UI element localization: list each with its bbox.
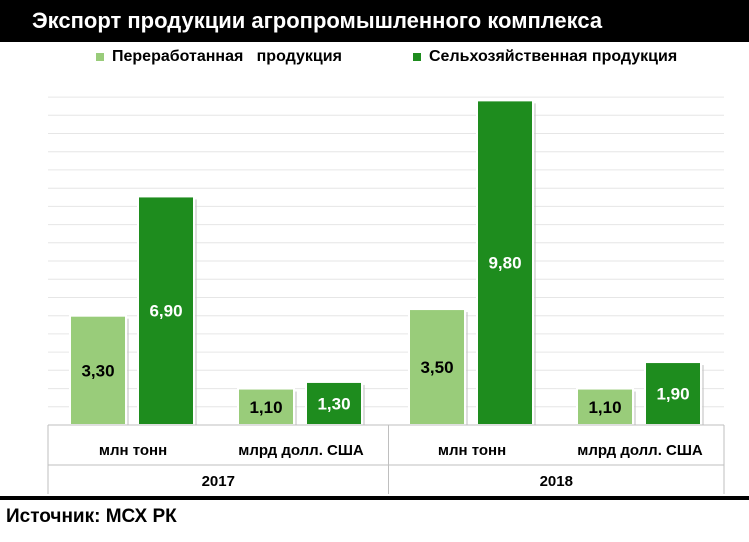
category-label: млн тонн: [99, 442, 167, 459]
data-label-agricultural: 9,80: [488, 254, 521, 273]
category-label: млн тонн: [438, 442, 506, 459]
category-label: млрд долл. США: [238, 442, 364, 459]
legend-item-agricultural: Сельхозяйственная продукция: [413, 48, 677, 66]
data-label-processed: 1,10: [249, 398, 282, 417]
legend-label-processed: Переработанная продукция: [112, 48, 342, 65]
data-label-agricultural: 1,30: [317, 395, 350, 414]
data-label-processed: 3,50: [420, 358, 453, 377]
year-label: 2017: [202, 473, 235, 490]
bar-agricultural: [137, 195, 195, 426]
bar-processed: [408, 308, 466, 426]
legend-label-agricultural: Сельхозяйственная продукция: [429, 48, 678, 65]
bar-agricultural: [305, 380, 363, 426]
bar-agricultural: [476, 99, 534, 426]
source-note: Источник: МСХ РК: [6, 506, 177, 527]
bar-processed: [576, 387, 634, 426]
chart-title: Экспорт продукции агропромышленного комп…: [0, 0, 749, 42]
legend-swatch-agricultural: [413, 53, 421, 61]
chart-plot: 3,30 1,10 3,50 1,10 6,90 1,30 9,80 1,90 млн тонн…: [47, 96, 725, 494]
legend-swatch-processed: [96, 53, 104, 61]
year-label: 2018: [540, 473, 573, 490]
category-label: млрд долл. США: [577, 442, 703, 459]
legend-item-processed: Переработанная продукция: [96, 48, 342, 66]
data-label-agricultural: 1,90: [656, 385, 689, 404]
data-label-processed: 3,30: [81, 361, 114, 380]
bar-processed: [69, 314, 127, 426]
data-label-processed: 1,10: [588, 398, 621, 417]
legend: Переработанная продукция Сельхозяйственн…: [0, 48, 749, 70]
data-label-agricultural: 6,90: [149, 302, 182, 321]
bottom-rule: [0, 496, 749, 500]
